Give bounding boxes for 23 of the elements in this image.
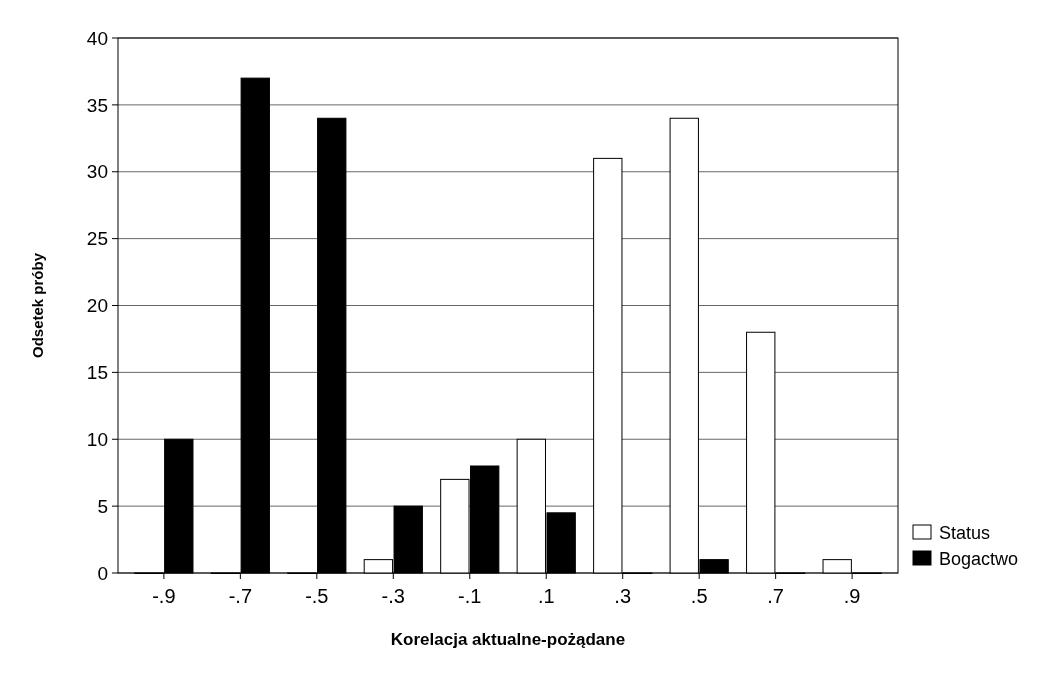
y-tick-label: 40 [86, 27, 108, 49]
x-tick-label: .7 [767, 585, 784, 607]
y-tick-label: 0 [97, 562, 108, 584]
y-tick-label: 35 [86, 94, 108, 116]
x-tick-label: -.5 [305, 585, 329, 607]
x-tick-label: -.3 [381, 585, 405, 607]
y-axis-title: Odsetek próby [29, 252, 46, 359]
x-tick-label: -.9 [152, 585, 176, 607]
y-tick-label: 20 [86, 295, 108, 317]
x-axis-title: Korelacja aktualne-pożądane [390, 630, 626, 649]
legend-label: Bogactwo [939, 549, 1019, 570]
x-tick-label: .3 [614, 585, 632, 607]
y-tick-label: 15 [86, 362, 108, 384]
y-tick-label: 10 [86, 428, 108, 450]
y-tick-label: 25 [86, 228, 108, 250]
x-tick-label: -.1 [458, 585, 482, 607]
y-tick-label: 30 [86, 161, 108, 183]
legend-label: Status [939, 523, 991, 544]
x-tick-label: .5 [690, 585, 708, 607]
y-tick-label: 5 [97, 495, 108, 517]
x-tick-label: .9 [843, 585, 861, 607]
x-tick-label: .1 [537, 585, 555, 607]
x-tick-label: -.7 [228, 585, 253, 607]
